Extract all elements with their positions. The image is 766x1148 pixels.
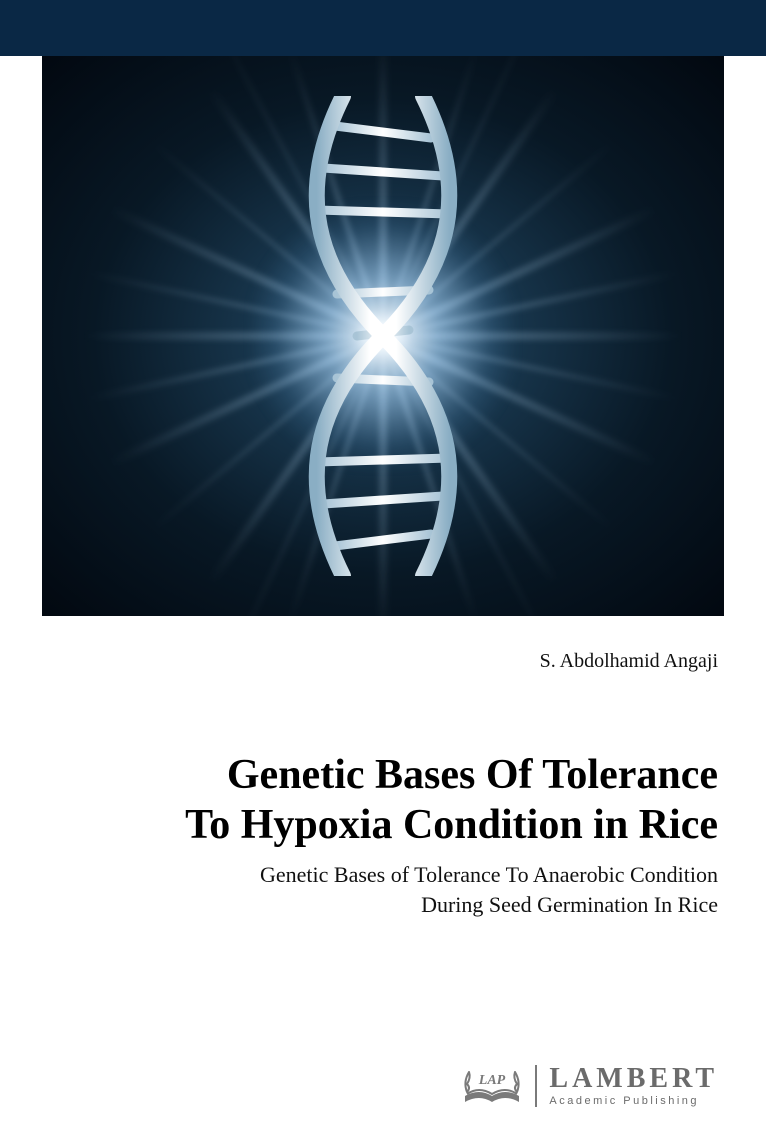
book-title: Genetic Bases Of Tolerance To Hypoxia Co…	[60, 751, 718, 850]
hero-image-dna	[42, 56, 724, 616]
dna-helix-icon	[283, 96, 483, 576]
publisher-text: LAMBERT Academic Publishing	[535, 1065, 718, 1107]
text-block: S. Abdolhamid Angaji Genetic Bases Of To…	[0, 616, 766, 919]
title-line-2: To Hypoxia Condition in Rice	[185, 802, 718, 848]
publisher-logo-icon: LAP	[461, 1062, 523, 1110]
publisher-name: LAMBERT	[549, 1065, 718, 1093]
publisher-block: LAP LAMBERT Academic Publishing	[461, 1062, 718, 1110]
publisher-subline: Academic Publishing	[549, 1095, 718, 1107]
author-name: S. Abdolhamid Angaji	[60, 650, 718, 673]
hero-wrapper	[0, 56, 766, 616]
subtitle-line-1: Genetic Bases of Tolerance To Anaerobic …	[260, 862, 718, 887]
top-color-band	[0, 0, 766, 56]
subtitle-line-2: During Seed Germination In Rice	[421, 892, 718, 917]
title-line-1: Genetic Bases Of Tolerance	[227, 752, 718, 798]
book-subtitle: Genetic Bases of Tolerance To Anaerobic …	[60, 860, 718, 919]
publisher-logo-label: LAP	[478, 1073, 506, 1088]
